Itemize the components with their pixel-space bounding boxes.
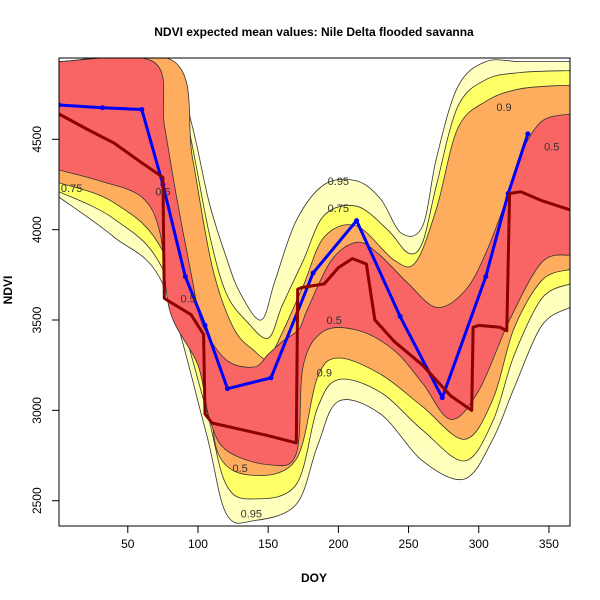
- y-tick-label: 3000: [30, 397, 44, 424]
- mean-point: [439, 395, 445, 401]
- median-series-line: [59, 112, 570, 445]
- chart-title: NDVI expected mean values: Nile Delta fl…: [154, 25, 474, 39]
- contour-band-0-5: [59, 58, 570, 467]
- x-tick-label: 50: [121, 537, 135, 551]
- contour-labels: 0.95 0.95 0.9 0.9 0.75 0.75 0.5 0.5 0.5 0.5 0.5: [61, 102, 559, 521]
- y-tick-label: 3500: [30, 306, 44, 333]
- contour-label: 0.9: [496, 102, 511, 114]
- series-lines: [59, 102, 570, 445]
- mean-point: [268, 375, 274, 381]
- y-axis-label: NDVI: [1, 276, 15, 305]
- mean-point: [100, 105, 106, 111]
- contour-label: 0.5: [544, 142, 559, 154]
- x-tick-label: 350: [539, 537, 559, 551]
- x-tick-label: 150: [258, 537, 278, 551]
- y-tick-label: 4500: [30, 126, 44, 153]
- x-axis: 50 100 150 200 250 300 350: [121, 526, 559, 551]
- x-tick-label: 250: [399, 537, 419, 551]
- contour-bands: [59, 58, 570, 524]
- contour-label: 0.5: [155, 187, 170, 199]
- y-tick-label: 2500: [30, 487, 44, 514]
- y-tick-label: 4000: [30, 216, 44, 243]
- contour-label: 0.75: [61, 183, 82, 195]
- x-tick-label: 300: [469, 537, 489, 551]
- plot-frame: [58, 57, 571, 527]
- mean-point: [397, 313, 403, 319]
- mean-point: [354, 218, 360, 224]
- mean-point: [224, 386, 230, 392]
- contour-label: 0.9: [317, 367, 332, 379]
- mean-point: [310, 270, 316, 276]
- x-tick-label: 200: [328, 537, 348, 551]
- contour-label: 0.75: [328, 203, 349, 215]
- x-axis-label: DOY: [301, 571, 327, 585]
- contour-label: 0.95: [328, 176, 349, 188]
- contour-label: 0.5: [181, 293, 196, 305]
- x-tick-label: 100: [188, 537, 208, 551]
- contour-label: 0.5: [327, 315, 342, 327]
- mean-point: [202, 322, 208, 328]
- contour-label: 0.95: [241, 508, 262, 520]
- mean-point: [525, 131, 531, 137]
- mean-point: [139, 106, 145, 112]
- y-axis: 2500 3000 3500 4000 4500: [30, 126, 59, 514]
- mean-point: [59, 102, 62, 108]
- mean-point: [182, 274, 188, 280]
- contour-label: 0.5: [232, 463, 247, 475]
- mean-point: [483, 274, 489, 280]
